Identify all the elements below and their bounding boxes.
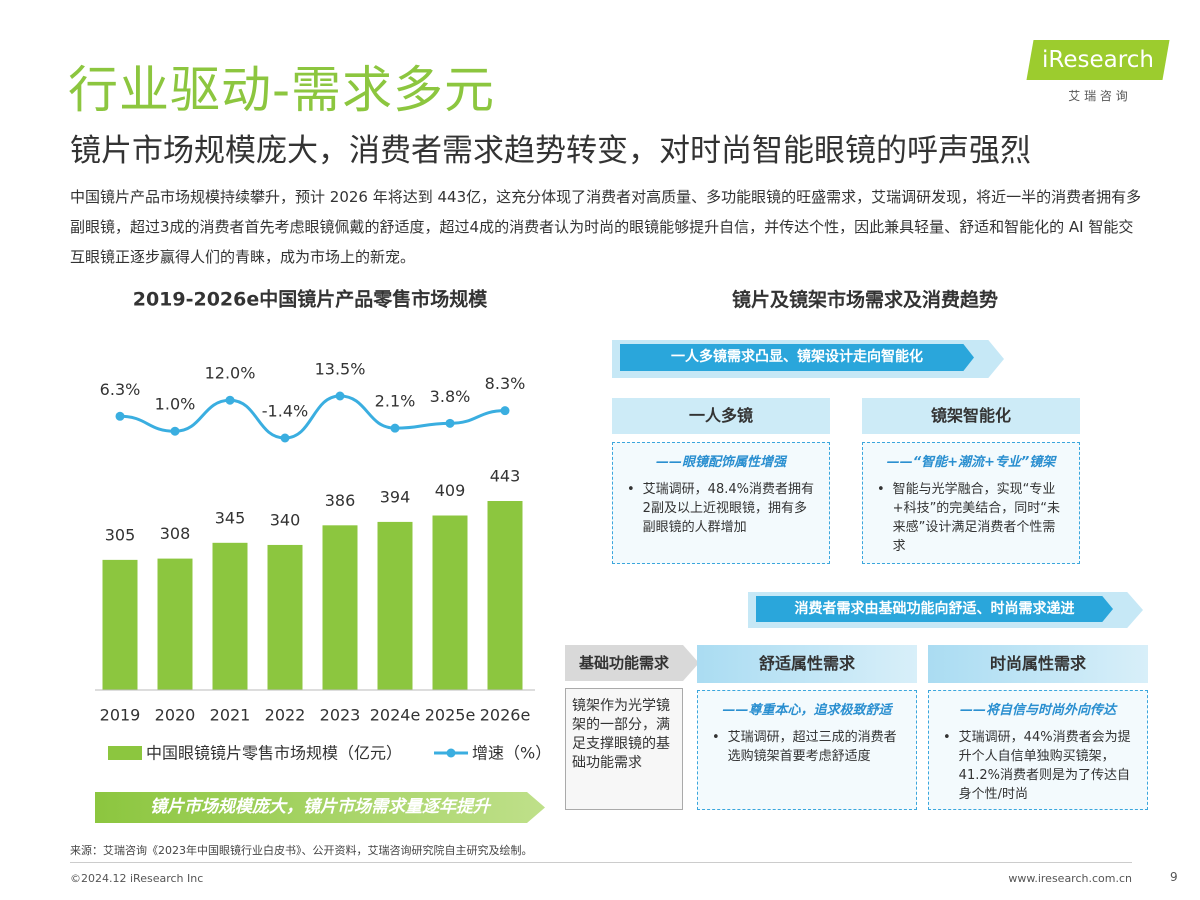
legend-swatch <box>446 748 456 758</box>
stage-title: 时尚属性需求 <box>928 645 1148 683</box>
stage-bullet: 艾瑞调研，超过三成的消费者选购镜架首要考虑舒适度 <box>712 728 902 766</box>
stage: ——将自信与时尚外向传达 艾瑞调研，44%消费者会为提升个人自信单独购买镜架，4… <box>928 690 1148 810</box>
stage-bullet: 艾瑞调研，44%消费者会为提升个人自信单独购买镜架，41.2%消费者则是为了传达… <box>943 728 1133 804</box>
subtitle: 镜片市场规模庞大，消费者需求趋势转变，对时尚智能眼镜的呼声强烈 <box>70 133 1031 169</box>
card-title: 镜架智能化 <box>862 398 1080 434</box>
bullet-text: 艾瑞调研，超过三成的消费者选购镜架首要考虑舒适度 <box>727 730 897 764</box>
data-label: 409 <box>435 481 466 500</box>
x-tick-label: 2023 <box>320 706 361 725</box>
data-label: 12.0% <box>205 364 256 383</box>
card: ——眼镜配饰属性增强 艾瑞调研，48.4%消费者拥有2副及以上近视眼镜，拥有多副… <box>612 442 830 564</box>
stage-title: 基础功能需求 <box>565 645 683 681</box>
page-number: 9 <box>1170 870 1178 884</box>
chart-banner: 镜片市场规模庞大，镜片市场需求量逐年提升 <box>95 792 545 823</box>
data-label: 13.5% <box>315 360 366 379</box>
chart-title: 2019-2026e中国镜片产品零售市场规模 <box>133 288 489 311</box>
x-tick-label: 2019 <box>100 706 141 725</box>
bullet-text: 智能与光学融合，实现“专业+科技”的完美结合，同时“未来感”设计满足消费者个性需… <box>892 482 1061 554</box>
card-tagline: ——眼镜配饰属性增强 <box>655 455 786 470</box>
stage-tagline: ——尊重本心，追求极致舒适 <box>722 703 892 718</box>
card: ——“智能+潮流+专业”镜架 智能与光学融合，实现“专业+科技”的完美结合，同时… <box>862 442 1080 564</box>
data-label: 308 <box>160 524 191 543</box>
stage: ——尊重本心，追求极致舒适 艾瑞调研，超过三成的消费者选购镜架首要考虑舒适度 <box>697 690 917 810</box>
growth-point <box>335 391 345 401</box>
legend-label: 中国眼镜镜片零售市场规模（亿元） <box>146 744 402 763</box>
x-tick-label: 2022 <box>265 706 306 725</box>
stage-title: 舒适属性需求 <box>697 645 917 683</box>
bar <box>157 558 193 690</box>
logo-cn: 艾 瑞 咨 询 <box>1068 89 1128 103</box>
banner-text: 一人多镜需求凸显、镜架设计走向智能化 <box>620 344 974 371</box>
data-label: 345 <box>215 508 246 527</box>
intro: 中国镜片产品市场规模持续攀升，预计 2026 年将达到 443亿，这充分体现了消… <box>70 188 1142 266</box>
growth-point <box>445 418 455 428</box>
rule <box>70 862 1132 863</box>
x-tick-label: 2026e <box>480 706 531 725</box>
legend-swatch <box>108 746 142 760</box>
data-label: 3.8% <box>430 387 471 406</box>
stage-tagline: ——将自信与时尚外向传达 <box>959 703 1116 718</box>
growth-line <box>119 394 506 440</box>
banner: 一人多镜需求凸显、镜架设计走向智能化 <box>612 340 1004 378</box>
stage: 镜架作为光学镜架的一部分，满足支撑眼镜的基础功能需求 <box>565 688 683 810</box>
data-label: -1.4% <box>262 402 308 421</box>
data-label: 1.0% <box>155 395 196 414</box>
growth-point <box>390 423 400 433</box>
data-label: 394 <box>380 487 411 506</box>
data-label: 386 <box>325 491 356 510</box>
data-label: 6.3% <box>100 380 141 399</box>
growth-point <box>280 433 290 443</box>
bar <box>102 559 138 690</box>
data-label: 2.1% <box>375 392 416 411</box>
growth-point <box>170 426 180 436</box>
bullet-text: 艾瑞调研，44%消费者会为提升个人自信单独购买镜架，41.2%消费者则是为了传达… <box>958 730 1131 802</box>
card-tagline: ——“智能+潮流+专业”镜架 <box>886 455 1056 470</box>
bar <box>322 525 358 690</box>
bar <box>432 515 468 690</box>
copyright: ©2024.12 iResearch Inc <box>70 872 204 885</box>
x-tick-label: 2020 <box>155 706 196 725</box>
source: 来源：艾瑞咨询《2023年中国眼镜行业白皮书》、公开资料，艾瑞咨询研究院自主研究… <box>70 844 533 857</box>
logo-brand: iResearch <box>1042 47 1154 73</box>
logo: iResearch <box>1026 40 1170 80</box>
banner: 消费者需求由基础功能向舒适、时尚需求递进 <box>748 592 1143 628</box>
bar <box>267 544 303 690</box>
section-title: 镜片及镜架市场需求及消费趋势 <box>731 289 998 311</box>
website: www.iresearch.com.cn <box>1008 872 1132 885</box>
title: 行业驱动-需求多元 <box>68 61 496 119</box>
chart: 2019-2026e中国镜片产品零售市场规模 305 308 345 340 386 39… <box>95 288 551 763</box>
data-label: 8.3% <box>485 374 526 393</box>
data-label: 443 <box>490 467 521 486</box>
data-label: 305 <box>105 525 136 544</box>
bullet-text: 艾瑞调研，48.4%消费者拥有2副及以上近视眼镜，拥有多副眼镜的人群增加 <box>642 482 814 535</box>
bar <box>212 542 248 690</box>
legend-label: 增速（%） <box>472 744 551 763</box>
card-bullet: 智能与光学融合，实现“专业+科技”的完美结合，同时“未来感”设计满足消费者个性需… <box>877 480 1065 556</box>
x-tick-label: 2021 <box>210 706 251 725</box>
x-tick-label: 2024e <box>370 706 421 725</box>
growth-point <box>115 411 125 421</box>
x-tick-label: 2025e <box>425 706 476 725</box>
data-label: 340 <box>270 510 301 529</box>
banner-text: 消费者需求由基础功能向舒适、时尚需求递进 <box>756 596 1113 622</box>
bar <box>487 501 523 690</box>
arrow <box>683 645 699 681</box>
growth-point <box>500 406 510 416</box>
growth-point <box>225 395 235 405</box>
card-title: 一人多镜 <box>612 398 830 434</box>
card-bullet: 艾瑞调研，48.4%消费者拥有2副及以上近视眼镜，拥有多副眼镜的人群增加 <box>627 480 815 537</box>
bar <box>377 521 413 690</box>
